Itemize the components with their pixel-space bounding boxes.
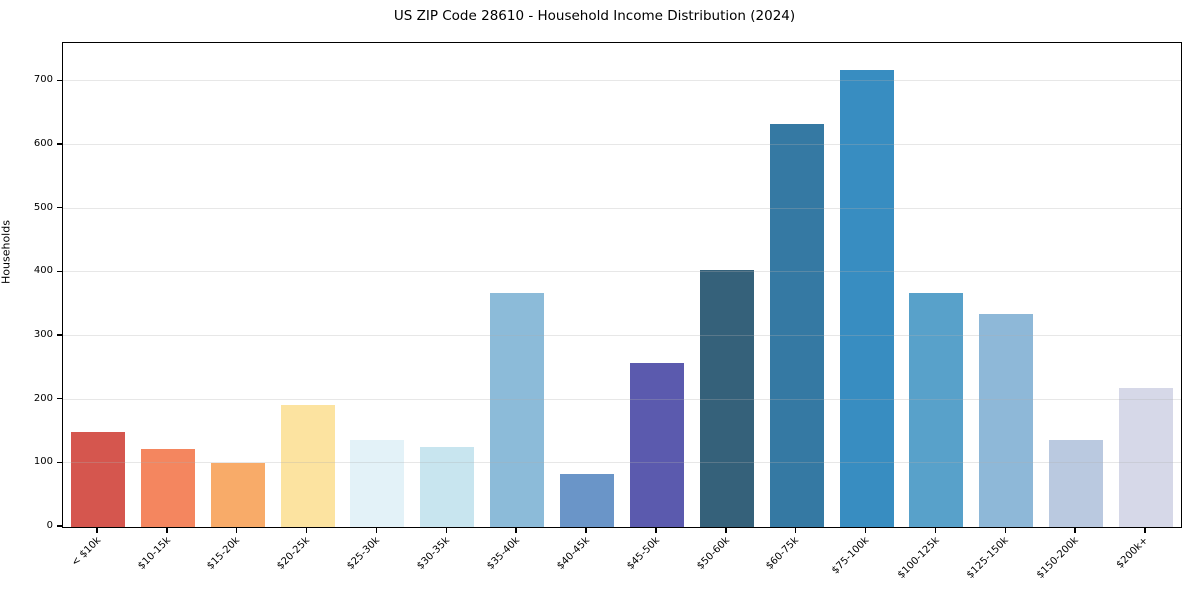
x-tick-label-$200k+: $200k+ — [1115, 535, 1151, 571]
x-tick-mark-$60-75k — [794, 528, 797, 533]
y-tick-mark-0 — [57, 525, 62, 527]
x-tick-mark-$20-25k — [305, 528, 308, 533]
gridline-y-200 — [63, 398, 1181, 400]
gridline-y-400 — [63, 271, 1181, 273]
x-tick-mark-$50-60k — [725, 528, 727, 533]
x-tick-label-$10-15k: $10-15k — [135, 535, 173, 572]
x-tick-mark-$100-125k — [934, 528, 937, 533]
x-tick-label-$30-35k: $30-35k — [415, 535, 453, 572]
bar-< $10k — [70, 431, 125, 527]
chart-title: US ZIP Code 28610 - Household Income Dis… — [393, 8, 796, 24]
x-tick-label-$20-25k: $20-25k — [275, 535, 313, 572]
x-tick-label-< $10k: < $10k — [69, 535, 103, 569]
x-tick-label-$75-100k: $75-100k — [829, 535, 872, 577]
y-tick-label-0: 0 — [46, 520, 53, 531]
y-tick-mark-200 — [57, 397, 62, 400]
y-tick-label-400: 400 — [33, 265, 53, 277]
gridline-y-700 — [63, 80, 1181, 82]
x-tick-mark-$15-20k — [235, 528, 238, 533]
x-tick-mark-$75-100k — [864, 528, 867, 533]
x-tick-label-$25-30k: $25-30k — [345, 535, 383, 572]
x-tick-label-$15-20k: $15-20k — [205, 535, 243, 572]
y-tick-label-500: 500 — [33, 201, 53, 213]
bar-$30-35k — [420, 447, 475, 527]
bar-$200k+ — [1119, 388, 1174, 527]
bar-$20-25k — [280, 404, 335, 527]
bar-$125-150k — [979, 314, 1034, 527]
y-tick-label-100: 100 — [33, 456, 53, 468]
y-tick-mark-700 — [57, 79, 62, 81]
y-tick-mark-600 — [57, 143, 62, 145]
x-tick-label-$35-40k: $35-40k — [485, 535, 522, 572]
gridline-y-300 — [63, 334, 1181, 336]
x-tick-mark-$40-45k — [585, 528, 587, 533]
bar-$10-15k — [140, 449, 195, 527]
x-tick-mark-$45-50k — [655, 528, 657, 533]
y-tick-label-300: 300 — [33, 328, 53, 340]
x-tick-label-$125-150k: $125-150k — [965, 535, 1012, 581]
x-tick-label-$60-75k: $60-75k — [764, 535, 802, 572]
bar-$15-20k — [210, 462, 265, 527]
x-tick-label-$45-50k: $45-50k — [624, 535, 662, 572]
x-tick-mark-$150-200k — [1074, 528, 1076, 533]
bar-$45-50k — [629, 362, 684, 527]
x-tick-label-$100-125k: $100-125k — [895, 535, 942, 581]
y-tick-label-700: 700 — [33, 74, 53, 86]
gridline-y-500 — [63, 207, 1181, 209]
bar-$50-60k — [699, 270, 754, 527]
bar-$100-125k — [909, 293, 964, 527]
y-tick-mark-100 — [57, 461, 62, 464]
x-tick-mark-$10-15k — [166, 528, 168, 533]
y-tick-label-600: 600 — [33, 137, 53, 149]
y-tick-mark-300 — [57, 334, 62, 336]
bar-$35-40k — [490, 293, 545, 527]
gridline-y-100 — [63, 462, 1181, 464]
x-tick-mark-$25-30k — [375, 528, 378, 533]
plot-area — [62, 42, 1182, 528]
x-tick-mark-$125-150k — [1004, 528, 1007, 533]
y-axis-label: Households — [0, 220, 13, 284]
x-tick-mark-< $10k — [96, 528, 98, 533]
y-tick-mark-400 — [57, 270, 62, 272]
gridline-y-600 — [63, 143, 1181, 145]
x-tick-label-$150-200k: $150-200k — [1035, 535, 1081, 581]
x-tick-mark-$30-35k — [445, 528, 448, 533]
bar-$75-100k — [839, 70, 894, 527]
x-tick-mark-$35-40k — [515, 528, 517, 533]
x-tick-label-$50-60k: $50-60k — [694, 535, 732, 572]
bar-$25-30k — [350, 440, 405, 527]
bar-$150-200k — [1049, 440, 1104, 527]
x-tick-label-$40-45k: $40-45k — [554, 535, 592, 572]
y-tick-label-200: 200 — [33, 392, 53, 404]
y-tick-mark-500 — [57, 206, 62, 209]
bar-$40-45k — [560, 473, 615, 527]
bar-$60-75k — [769, 123, 824, 527]
x-tick-mark-$200k+ — [1144, 528, 1146, 533]
